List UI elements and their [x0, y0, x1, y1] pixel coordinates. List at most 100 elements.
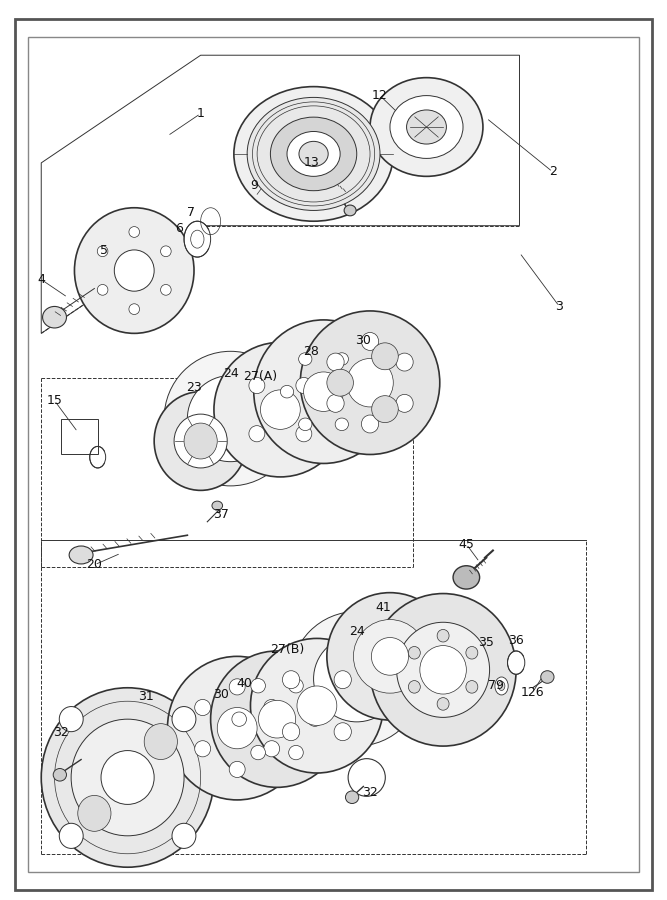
Text: 2: 2 [549, 166, 557, 178]
Ellipse shape [408, 646, 420, 659]
Ellipse shape [164, 351, 297, 486]
Ellipse shape [174, 414, 227, 468]
Ellipse shape [59, 706, 83, 732]
Ellipse shape [297, 686, 337, 725]
Ellipse shape [335, 418, 348, 430]
Ellipse shape [53, 769, 67, 781]
Ellipse shape [251, 679, 265, 693]
Ellipse shape [354, 619, 426, 693]
Ellipse shape [327, 353, 344, 371]
Text: 126: 126 [521, 686, 544, 698]
Ellipse shape [390, 95, 463, 158]
Ellipse shape [172, 824, 196, 849]
Ellipse shape [300, 310, 440, 454]
Ellipse shape [347, 358, 394, 407]
Ellipse shape [101, 751, 154, 805]
Ellipse shape [437, 698, 449, 710]
Ellipse shape [232, 712, 247, 726]
Ellipse shape [263, 741, 279, 757]
Ellipse shape [97, 246, 108, 256]
Ellipse shape [172, 706, 196, 732]
Text: 36: 36 [508, 634, 524, 647]
Ellipse shape [299, 141, 328, 166]
Ellipse shape [41, 688, 214, 868]
Ellipse shape [299, 353, 312, 365]
Ellipse shape [251, 745, 265, 760]
FancyBboxPatch shape [61, 418, 97, 454]
Text: 1: 1 [197, 107, 205, 120]
Ellipse shape [370, 77, 483, 176]
Ellipse shape [334, 723, 352, 741]
Ellipse shape [327, 369, 354, 396]
Ellipse shape [335, 353, 348, 365]
Ellipse shape [229, 679, 245, 695]
Ellipse shape [129, 304, 139, 314]
Text: 15: 15 [47, 394, 63, 407]
Ellipse shape [154, 392, 247, 491]
Ellipse shape [211, 651, 344, 788]
Ellipse shape [75, 208, 194, 333]
Ellipse shape [229, 761, 245, 778]
Ellipse shape [327, 593, 453, 720]
Ellipse shape [69, 546, 93, 564]
Ellipse shape [420, 645, 466, 694]
Ellipse shape [212, 501, 223, 510]
Text: 9: 9 [250, 179, 257, 192]
Ellipse shape [251, 638, 384, 773]
Circle shape [184, 221, 211, 257]
Ellipse shape [249, 426, 265, 442]
Ellipse shape [408, 680, 420, 693]
Text: 4: 4 [37, 273, 45, 286]
Ellipse shape [59, 824, 83, 849]
Text: 35: 35 [478, 636, 494, 650]
Text: 23: 23 [186, 381, 202, 393]
Text: 79: 79 [488, 679, 504, 691]
Text: 13: 13 [303, 157, 319, 169]
Text: 30: 30 [213, 688, 229, 700]
Ellipse shape [344, 205, 356, 216]
Ellipse shape [114, 250, 154, 292]
Ellipse shape [129, 227, 139, 238]
Ellipse shape [396, 353, 413, 371]
Ellipse shape [253, 320, 394, 464]
Text: 27(B): 27(B) [270, 643, 304, 656]
Ellipse shape [234, 86, 394, 221]
Ellipse shape [407, 110, 446, 144]
Text: 31: 31 [138, 690, 154, 703]
Ellipse shape [214, 342, 347, 477]
Ellipse shape [167, 656, 307, 800]
Text: 20: 20 [87, 558, 102, 572]
Ellipse shape [280, 385, 293, 398]
Ellipse shape [303, 372, 344, 411]
Ellipse shape [187, 375, 273, 462]
Circle shape [508, 651, 525, 674]
Ellipse shape [313, 635, 400, 722]
Ellipse shape [217, 707, 257, 749]
Text: 32: 32 [362, 787, 378, 799]
Circle shape [498, 681, 505, 690]
Ellipse shape [161, 246, 171, 256]
Ellipse shape [71, 719, 184, 836]
Ellipse shape [270, 117, 357, 191]
Text: 7: 7 [187, 206, 195, 219]
Ellipse shape [370, 594, 516, 746]
Ellipse shape [354, 385, 367, 398]
Text: 45: 45 [458, 537, 474, 551]
Text: 12: 12 [372, 89, 388, 102]
Ellipse shape [307, 712, 322, 726]
Ellipse shape [437, 629, 449, 642]
Ellipse shape [397, 622, 490, 717]
Ellipse shape [334, 670, 352, 688]
Ellipse shape [362, 332, 379, 350]
Ellipse shape [78, 796, 111, 832]
Text: 5: 5 [100, 244, 108, 257]
Text: 41: 41 [376, 600, 391, 614]
Ellipse shape [184, 423, 217, 459]
Text: 37: 37 [213, 508, 229, 521]
Ellipse shape [195, 741, 211, 757]
Ellipse shape [296, 377, 311, 393]
Ellipse shape [260, 390, 300, 429]
Text: 40: 40 [236, 677, 251, 689]
Ellipse shape [282, 723, 299, 741]
Ellipse shape [43, 306, 67, 328]
